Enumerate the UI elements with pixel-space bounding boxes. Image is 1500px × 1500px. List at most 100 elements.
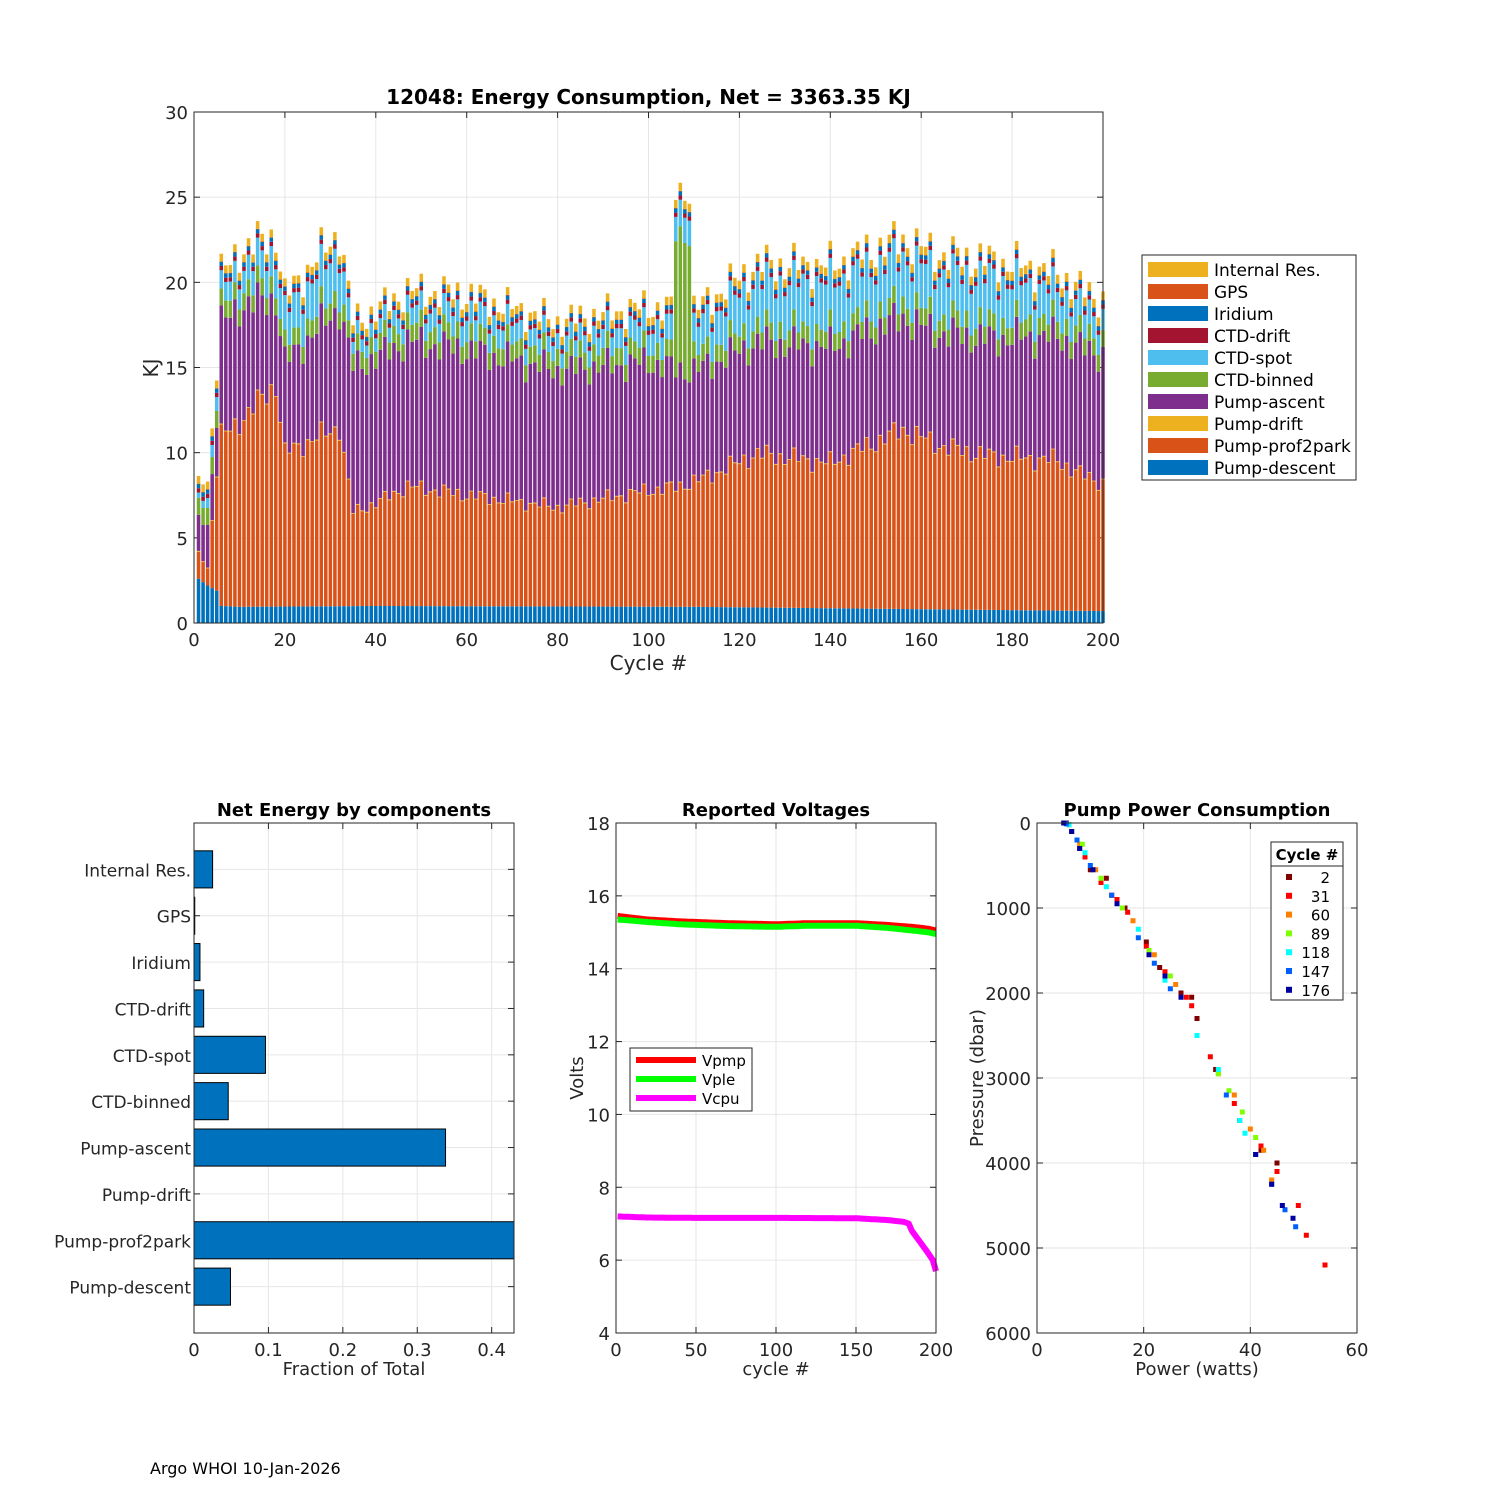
energy-bar-pump-descent-cycle-53 bbox=[433, 606, 437, 623]
energy-bar-pump-descent-cycle-20 bbox=[283, 606, 287, 623]
energy-bar-pump-prof2park-cycle-11 bbox=[242, 421, 246, 607]
energy-bar-ctd-spot-cycle-2 bbox=[201, 500, 205, 508]
energy-bar-iridium-cycle-189 bbox=[1051, 257, 1055, 263]
energy-bar-ctd-drift-cycle-104 bbox=[664, 309, 669, 314]
energy-bar-pump-prof2park-cycle-157 bbox=[905, 435, 910, 610]
energy-bar-pump-descent-cycle-40 bbox=[374, 605, 378, 623]
energy-bar-ctd-spot-cycle-14 bbox=[255, 237, 260, 266]
energy-bar-gps-cycle-144 bbox=[846, 288, 851, 290]
energy-bar-internal-res--cycle-78 bbox=[546, 319, 551, 328]
energy-bar-pump-descent-cycle-30 bbox=[328, 606, 333, 623]
energy-bar-pump-drift-cycle-186 bbox=[1037, 457, 1042, 459]
energy-bar-ctd-drift-cycle-28 bbox=[319, 239, 324, 244]
pump-point-cycle-60 bbox=[1269, 1177, 1275, 1183]
energy-bar-pump-prof2park-cycle-102 bbox=[655, 487, 660, 607]
energy-bar-pump-descent-cycle-47 bbox=[405, 606, 410, 623]
energy-bar-pump-drift-cycle-54 bbox=[437, 496, 442, 498]
energy-bar-pump-drift-cycle-35 bbox=[351, 513, 355, 514]
energy-bar-ctd-drift-cycle-15 bbox=[260, 246, 264, 251]
energy-bar-ctd-spot-cycle-84 bbox=[574, 340, 578, 357]
energy-bar-pump-prof2park-cycle-96 bbox=[628, 489, 633, 607]
energy-bar-internal-res--cycle-84 bbox=[574, 323, 578, 332]
voltages-xtick-label: 100 bbox=[759, 1340, 793, 1361]
energy-bar-pump-ascent-cycle-59 bbox=[460, 363, 464, 501]
energy-bar-pump-ascent-cycle-160 bbox=[919, 324, 923, 437]
energy-bar-ctd-spot-cycle-183 bbox=[1023, 282, 1028, 320]
energy-bar-internal-res--cycle-160 bbox=[919, 246, 923, 255]
energy-bar-gps-cycle-126 bbox=[764, 252, 769, 254]
energy-bar-pump-prof2park-cycle-60 bbox=[464, 499, 469, 607]
energy-bar-ctd-drift-cycle-144 bbox=[846, 293, 851, 298]
energy-bar-gps-cycle-100 bbox=[646, 325, 651, 327]
pump-point-cycle-147 bbox=[1087, 863, 1093, 868]
energy-bar-ctd-drift-cycle-167 bbox=[951, 249, 955, 254]
energy-bar-pump-descent-cycle-58 bbox=[455, 606, 460, 623]
energy-bar-internal-res--cycle-111 bbox=[696, 309, 701, 318]
energy-bar-iridium-cycle-3 bbox=[205, 489, 210, 494]
energy-bar-gps-cycle-22 bbox=[292, 283, 296, 285]
energy-bar-ctd-drift-cycle-37 bbox=[360, 335, 364, 340]
energy-bar-gps-cycle-75 bbox=[533, 319, 537, 320]
energy-bar-ctd-spot-cycle-28 bbox=[319, 243, 324, 287]
energy-bar-internal-res--cycle-125 bbox=[760, 272, 764, 281]
energy-bar-ctd-binned-cycle-122 bbox=[746, 348, 751, 366]
energy-bar-pump-drift-cycle-151 bbox=[878, 434, 883, 436]
energy-bar-iridium-cycle-182 bbox=[1019, 276, 1023, 282]
energy-bar-ctd-binned-cycle-66 bbox=[492, 335, 496, 353]
energy-bar-pump-prof2park-cycle-51 bbox=[424, 495, 428, 607]
energy-bar-internal-res--cycle-104 bbox=[664, 296, 669, 305]
energy-bar-iridium-cycle-196 bbox=[1083, 306, 1087, 311]
energy-bar-iridium-cycle-38 bbox=[364, 336, 369, 342]
energy-bar-pump-drift-cycle-18 bbox=[274, 396, 278, 397]
energy-bar-gps-cycle-180 bbox=[1010, 280, 1014, 281]
energy-bar-ctd-drift-cycle-117 bbox=[723, 312, 728, 317]
energy-bar-gps-cycle-32 bbox=[337, 264, 342, 265]
energy-bar-ctd-drift-cycle-183 bbox=[1023, 278, 1028, 283]
energy-bar-internal-res--cycle-188 bbox=[1046, 276, 1051, 285]
energy-bar-pump-ascent-cycle-56 bbox=[446, 339, 451, 489]
energy-bar-ctd-spot-cycle-90 bbox=[601, 328, 605, 348]
energy-bar-ctd-binned-cycle-165 bbox=[942, 314, 946, 332]
energy-bar-ctd-binned-cycle-67 bbox=[496, 348, 501, 366]
energy-bar-pump-descent-cycle-60 bbox=[464, 606, 469, 623]
energy-bar-ctd-spot-cycle-57 bbox=[451, 316, 455, 337]
energy-bar-ctd-spot-cycle-147 bbox=[860, 276, 864, 322]
energy-bar-ctd-binned-cycle-115 bbox=[714, 344, 719, 362]
energy-bar-pump-ascent-cycle-21 bbox=[287, 361, 292, 453]
energy-bar-pump-ascent-cycle-17 bbox=[269, 293, 274, 385]
energy-bar-gps-cycle-101 bbox=[651, 325, 655, 326]
energy-bar-pump-prof2park-cycle-67 bbox=[496, 503, 501, 607]
energy-bar-ctd-binned-cycle-183 bbox=[1023, 319, 1028, 337]
energy-bar-gps-cycle-112 bbox=[701, 304, 705, 305]
energy-bar-ctd-binned-cycle-182 bbox=[1019, 322, 1023, 340]
components-bar-pump-prof2park bbox=[193, 1221, 515, 1260]
energy-bar-internal-res--cycle-167 bbox=[951, 236, 955, 245]
energy-bar-pump-drift-cycle-55 bbox=[442, 484, 446, 486]
energy-bar-pump-drift-cycle-67 bbox=[496, 502, 501, 504]
energy-bar-internal-res--cycle-85 bbox=[578, 305, 583, 314]
energy-bar-ctd-drift-cycle-129 bbox=[778, 271, 783, 276]
energy-bar-gps-cycle-135 bbox=[805, 270, 810, 271]
energy-bar-ctd-spot-cycle-19 bbox=[278, 288, 283, 320]
energy-bar-pump-ascent-cycle-175 bbox=[987, 326, 992, 449]
energy-bar-pump-drift-cycle-135 bbox=[805, 458, 810, 460]
energy-bar-internal-res--cycle-168 bbox=[955, 247, 960, 257]
energy-bar-ctd-drift-cycle-143 bbox=[842, 269, 846, 274]
energy-bar-pump-drift-cycle-9 bbox=[233, 418, 237, 420]
pump-legend-marker bbox=[1286, 892, 1292, 899]
energy-bar-ctd-binned-cycle-96 bbox=[628, 337, 633, 355]
energy-bar-pump-descent-cycle-136 bbox=[810, 608, 814, 623]
energy-bar-pump-ascent-cycle-13 bbox=[251, 312, 255, 414]
energy-bar-pump-descent-cycle-51 bbox=[424, 606, 428, 623]
energy-bar-pump-drift-cycle-3 bbox=[205, 567, 210, 569]
energy-bar-gps-cycle-124 bbox=[755, 262, 760, 263]
energy-bar-ctd-drift-cycle-30 bbox=[328, 259, 333, 264]
energy-bar-ctd-drift-cycle-62 bbox=[474, 316, 478, 321]
energy-bar-ctd-spot-cycle-37 bbox=[360, 339, 364, 352]
energy-bar-gps-cycle-12 bbox=[246, 245, 251, 247]
energy-bar-pump-prof2park-cycle-29 bbox=[324, 436, 328, 607]
energy-bar-ctd-spot-cycle-88 bbox=[592, 325, 596, 345]
energy-bar-ctd-drift-cycle-181 bbox=[1014, 254, 1019, 259]
energy-bar-iridium-cycle-141 bbox=[833, 279, 837, 284]
energy-bar-ctd-binned-cycle-161 bbox=[923, 308, 928, 326]
